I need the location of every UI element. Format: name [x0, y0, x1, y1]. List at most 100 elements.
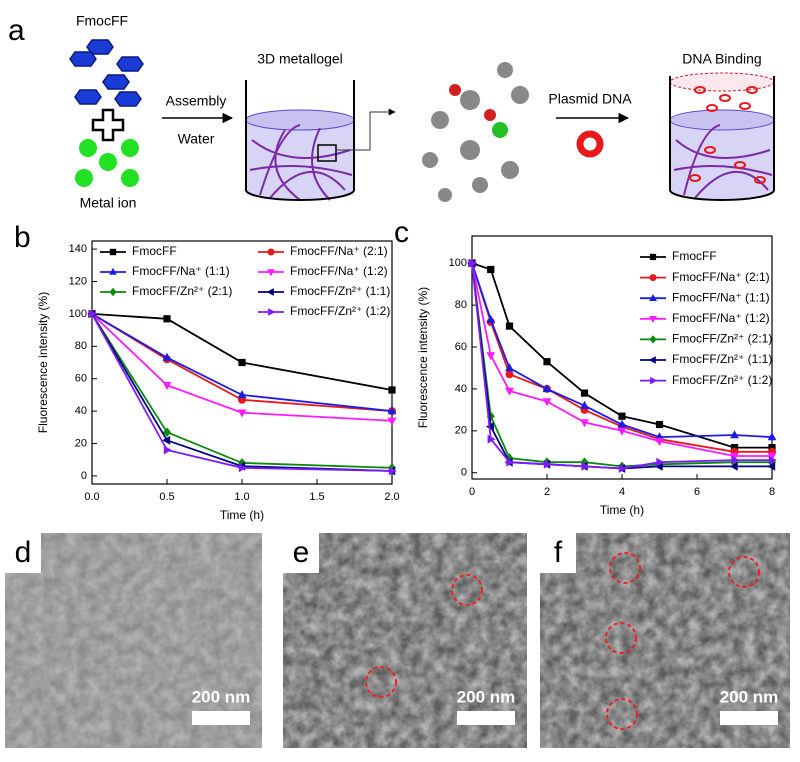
panel-label: e [293, 536, 310, 569]
series-line [91, 313, 393, 422]
data-point [238, 358, 246, 367]
data-point [731, 455, 740, 465]
panel-label: a [8, 14, 25, 47]
series-line [91, 313, 393, 412]
legend-marker [109, 287, 117, 297]
data-point [387, 417, 397, 426]
legend-marker [650, 376, 658, 385]
legend-marker [266, 288, 274, 296]
legend-marker [649, 335, 657, 344]
legend-marker [109, 248, 117, 256]
data-point [617, 427, 627, 436]
data-point [162, 435, 171, 445]
data-point [237, 390, 247, 399]
data-point [654, 462, 663, 471]
highlight-circle [728, 556, 760, 588]
data-point [768, 455, 777, 465]
x-tick-label: 2 [544, 486, 550, 498]
ion-icons [75, 139, 139, 187]
legend-marker [649, 274, 657, 282]
highlight-circle [606, 698, 638, 730]
data-point [388, 463, 396, 473]
x-tick-label: 2.0 [384, 491, 399, 503]
legend-marker [267, 248, 275, 256]
y-tick-label: 80 [455, 299, 467, 311]
legend-label: FmocFF [672, 249, 717, 263]
y-tick-label: 20 [75, 437, 87, 449]
data-point [387, 406, 397, 415]
y-tick-label: 140 [69, 243, 87, 255]
dna-vial [669, 72, 775, 201]
data-point [581, 462, 590, 471]
highlight-circle [605, 622, 637, 654]
y-tick-label: 0 [81, 470, 87, 482]
data-point [487, 434, 496, 444]
data-point [618, 412, 626, 420]
data-point [767, 432, 777, 441]
legend-marker [649, 316, 657, 323]
data-point [580, 419, 589, 428]
panel-a: a FmocFF Metal ion Assembly Water 3D met… [8, 13, 775, 211]
text: Plasmid DNA [548, 91, 632, 107]
data-point [730, 430, 739, 439]
data-point [580, 400, 589, 409]
data-point [655, 438, 664, 447]
legend-label: FmocFF/Zn²⁺ (2:1) [132, 284, 232, 298]
legend-marker [648, 356, 656, 364]
y-tick-label: 40 [455, 383, 467, 395]
legend-marker [649, 294, 657, 301]
gel-vial [245, 80, 396, 201]
x-tick-label: 0.5 [159, 491, 174, 503]
scale-bar-label: 200 nm [720, 687, 779, 706]
x-tick-label: 1.0 [234, 491, 249, 503]
scale-bar [720, 711, 778, 725]
legend-label: FmocFF/Na⁺ (1:2) [672, 311, 770, 325]
data-point [767, 452, 777, 461]
series-line [471, 262, 773, 439]
micrographs: d 200 nm e 200 nm f 200 nm [5, 533, 790, 748]
data-point [505, 363, 514, 372]
legend-label: FmocFF/Zn²⁺ (1:2) [290, 304, 390, 318]
y-tick-label: 100 [69, 308, 87, 320]
plus [91, 108, 125, 142]
text: 3D metallogel [257, 51, 343, 67]
y-axis-label: Fluorescence intensity (%) [36, 292, 50, 433]
series-line [91, 313, 393, 391]
legend-label: FmocFF/Na⁺ (2:1) [290, 244, 388, 258]
label-box [283, 533, 319, 573]
plasmid-icon [576, 130, 604, 158]
data-point [505, 370, 514, 379]
data-point [655, 420, 664, 429]
legend-label: FmocFF/Zn²⁺ (1:1) [672, 352, 772, 366]
y-tick-label: 120 [69, 275, 87, 287]
legend-label: FmocFF/Na⁺ (2:1) [672, 270, 770, 284]
data-point [729, 462, 738, 471]
legend-label: FmocFF/Na⁺ (1:1) [132, 264, 230, 278]
data-point [162, 352, 172, 361]
scale-bar-label: 200 nm [192, 687, 251, 706]
y-tick-label: 0 [461, 467, 467, 479]
data-point [388, 466, 397, 476]
x-tick-label: 4 [619, 486, 625, 498]
text: Assembly [166, 93, 227, 109]
data-point [163, 445, 172, 455]
legend-marker [109, 267, 117, 275]
y-tick-label: 60 [75, 373, 87, 385]
y-tick-label: 80 [75, 340, 87, 352]
data-point [767, 462, 776, 471]
data-point [656, 457, 665, 467]
molecule [422, 62, 529, 202]
y-axis-label: Fluorescence intensity (%) [416, 287, 430, 428]
x-tick-label: 0 [469, 486, 475, 498]
x-tick-label: 6 [694, 486, 700, 498]
y-tick-label: 40 [75, 405, 87, 417]
legend-label: FmocFF/Zn²⁺ (1:1) [290, 284, 390, 298]
y-tick-label: 100 [449, 257, 467, 269]
scale-bar [192, 711, 250, 725]
data-point [468, 258, 477, 268]
panel-label: f [554, 536, 563, 569]
text: Metal ion [80, 195, 137, 211]
panel-label: d [15, 536, 32, 569]
scale-bar [457, 711, 515, 725]
